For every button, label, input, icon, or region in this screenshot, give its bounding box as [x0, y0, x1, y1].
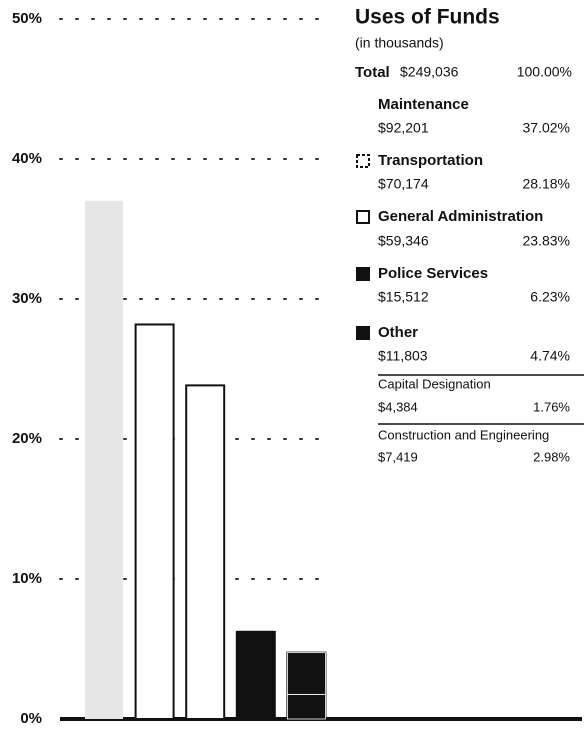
amount: $70,174 [378, 176, 429, 192]
value-label: 23.83% [523, 233, 570, 249]
total-label: Total [355, 64, 390, 81]
y-tick-label: 50% [12, 10, 42, 27]
amount: $15,512 [378, 289, 429, 305]
bar-segment [286, 693, 326, 720]
bar [134, 323, 175, 720]
legend-swatch [356, 326, 370, 340]
legend-swatch [356, 154, 370, 168]
value-label: 37.02% [523, 120, 570, 136]
y-tick-label: 10% [12, 570, 42, 587]
legend-swatch [356, 210, 370, 224]
y-tick-label: 0% [20, 710, 42, 727]
legend-label: Capital Designation [378, 376, 491, 391]
value-label: 2.98% [533, 449, 570, 464]
legend-label: Construction and Engineering [378, 427, 549, 442]
amount: $92,201 [378, 120, 429, 136]
chart-title: Uses of Funds [355, 6, 500, 29]
amount: $11,803 [378, 348, 428, 364]
chart-subtitle: (in thousands) [355, 35, 444, 51]
y-tick-label: 20% [12, 430, 42, 447]
legend-label: Maintenance [378, 96, 469, 113]
value-label: 6.23% [530, 289, 570, 305]
bar [185, 384, 226, 720]
total-amount: $249,036 [400, 64, 459, 80]
amount: $59,346 [378, 233, 429, 249]
legend-label: Other [378, 324, 418, 341]
amount: $7,419 [378, 449, 418, 464]
bar [235, 630, 276, 721]
value-label: 28.18% [523, 176, 570, 192]
bar [85, 200, 123, 720]
legend-label: Police Services [378, 265, 488, 282]
legend-swatch [356, 267, 370, 281]
legend-label: Transportation [378, 152, 483, 169]
amount: $4,384 [378, 399, 418, 414]
y-tick-label: 30% [12, 290, 42, 307]
legend-label: General Administration [378, 208, 543, 225]
value-label: 4.74% [530, 348, 570, 364]
y-tick-label: 40% [12, 150, 42, 167]
total-percent: 100.00% [517, 64, 572, 80]
bar-segment [286, 652, 326, 695]
value-label: 1.76% [533, 399, 570, 414]
